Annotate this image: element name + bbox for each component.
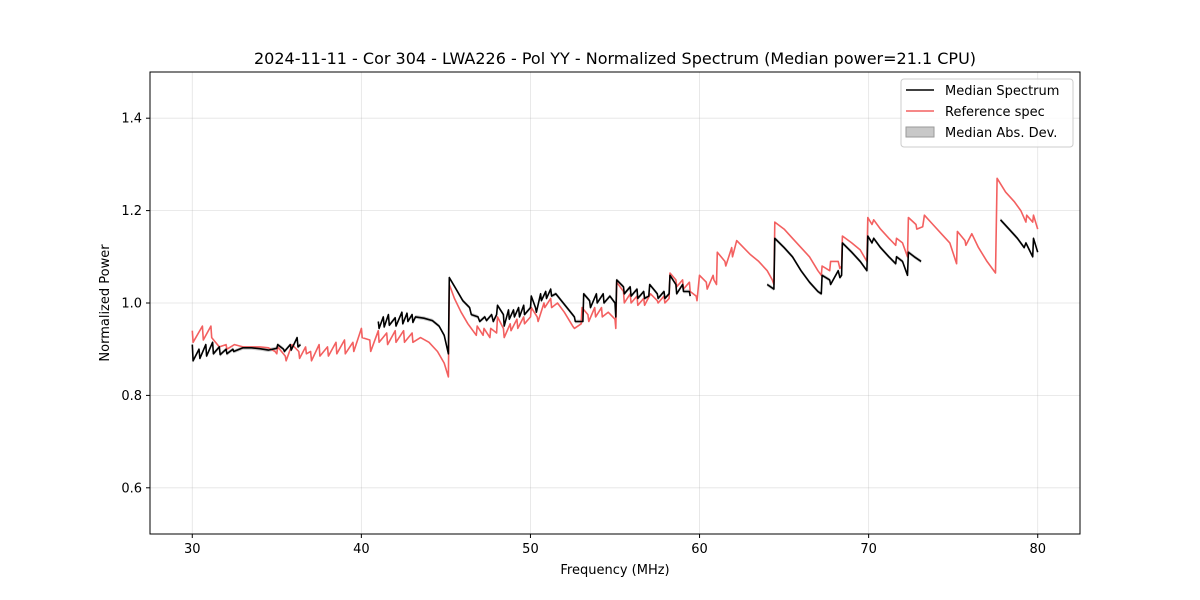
median-abs-dev-band: [767, 234, 922, 296]
mad-band-layer: [192, 218, 1038, 363]
reference-spectrum-line: [191, 177, 1039, 378]
y-axis-label: Normalized Power: [98, 244, 113, 362]
x-tick-label: 30: [184, 542, 201, 557]
x-axis-label: Frequency (MHz): [560, 563, 669, 578]
axis-ticks: 30 40 50 60 70 80 0.6 0.8 1.0 1.2 1.4: [121, 112, 1046, 557]
x-tick-label: 80: [1029, 542, 1046, 557]
x-tick-label: 70: [860, 542, 877, 557]
median-spectrum-line: [191, 336, 302, 362]
chart-title: 2024-11-11 - Cor 304 - LWA226 - Pol YY -…: [254, 49, 976, 68]
y-tick-label: 0.8: [121, 389, 142, 404]
y-tick-label: 0.6: [121, 481, 142, 496]
legend-label-mad: Median Abs. Dev.: [945, 126, 1057, 141]
legend: Median Spectrum Reference spec Median Ab…: [900, 78, 1074, 148]
reference-series-layer: [191, 177, 1039, 378]
x-tick-label: 50: [522, 542, 539, 557]
median-abs-dev-band: [378, 273, 691, 356]
y-tick-label: 1.2: [121, 204, 142, 219]
legend-label-median: Median Spectrum: [945, 84, 1059, 99]
legend-swatch-mad: [905, 126, 935, 138]
y-tick-label: 1.4: [121, 112, 142, 127]
median-spectrum-line: [377, 274, 691, 355]
median-spectrum-line: [766, 235, 922, 295]
legend-box: [900, 78, 1074, 148]
x-tick-label: 60: [691, 542, 708, 557]
legend-label-reference: Reference spec: [945, 105, 1045, 120]
y-tick-label: 1.0: [121, 297, 142, 312]
median-abs-dev-band: [192, 335, 301, 363]
median-spectrum-line: [999, 219, 1039, 258]
median-series-layer: [191, 219, 1039, 362]
x-tick-label: 40: [353, 542, 370, 557]
